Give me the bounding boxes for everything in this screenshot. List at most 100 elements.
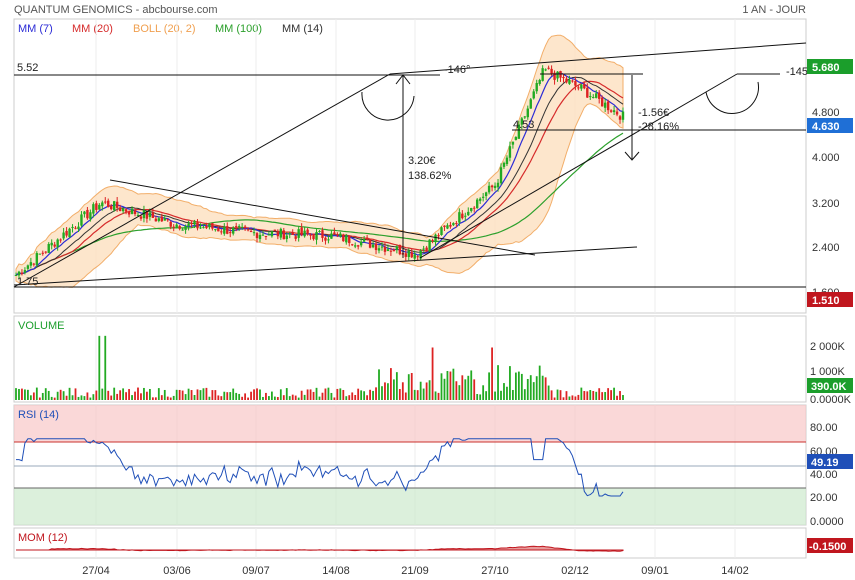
volume-bar bbox=[595, 391, 598, 400]
volume-bar bbox=[235, 392, 238, 400]
volume-bar bbox=[27, 389, 29, 400]
candle bbox=[467, 211, 470, 216]
volume-bar bbox=[220, 396, 223, 400]
volume-bar bbox=[202, 388, 205, 400]
candle bbox=[535, 83, 538, 92]
candle bbox=[446, 225, 449, 229]
candle bbox=[205, 226, 208, 229]
x-tick: 27/04 bbox=[82, 565, 110, 577]
candle bbox=[511, 141, 515, 145]
volume-bar bbox=[157, 388, 160, 400]
volume-bar bbox=[482, 385, 485, 400]
volume-bar bbox=[15, 388, 17, 400]
candle bbox=[80, 214, 83, 226]
volume-bar bbox=[345, 396, 348, 400]
rsi-last-box bbox=[807, 454, 853, 469]
volume-bar bbox=[458, 385, 461, 400]
volume-bar bbox=[83, 396, 86, 400]
candle bbox=[547, 67, 550, 69]
candle bbox=[130, 208, 134, 214]
volume-bar bbox=[336, 388, 339, 400]
volume-bar bbox=[497, 365, 499, 400]
candle bbox=[377, 248, 381, 251]
candle bbox=[315, 231, 318, 240]
candle bbox=[240, 226, 244, 228]
volume-bar bbox=[262, 396, 264, 400]
candle bbox=[62, 232, 65, 239]
resistance-line bbox=[389, 42, 807, 75]
candle bbox=[202, 227, 205, 229]
volume-bar bbox=[398, 389, 401, 400]
volume-bar bbox=[300, 390, 303, 400]
candle bbox=[407, 250, 410, 258]
volume-bar bbox=[601, 392, 604, 400]
volume-bar bbox=[485, 391, 488, 400]
candle bbox=[20, 272, 24, 274]
volume-bar bbox=[330, 392, 333, 400]
candle bbox=[121, 208, 125, 212]
candle bbox=[550, 68, 553, 75]
volume-bar bbox=[354, 394, 357, 400]
volume-bar bbox=[294, 395, 297, 400]
candle bbox=[553, 72, 556, 80]
trend-up-right bbox=[419, 73, 738, 259]
candle bbox=[383, 246, 387, 252]
candle bbox=[172, 226, 175, 228]
volume-bar bbox=[211, 390, 214, 400]
legend-mm14: MM (14) bbox=[282, 23, 323, 35]
loss-amount-label: -1.56€ bbox=[638, 107, 669, 119]
volume-bar bbox=[128, 389, 130, 400]
volume-bar bbox=[265, 392, 267, 400]
candle bbox=[449, 224, 452, 227]
candle bbox=[603, 102, 607, 108]
candle bbox=[181, 229, 184, 231]
support-line bbox=[13, 246, 638, 286]
rsi-line bbox=[16, 438, 624, 497]
legend-mm20: MM (20) bbox=[72, 23, 113, 35]
volume-bar bbox=[154, 397, 157, 400]
candle bbox=[392, 249, 396, 252]
candle bbox=[318, 230, 321, 232]
volume-bar bbox=[41, 392, 44, 400]
candle bbox=[621, 111, 625, 120]
volume-bar bbox=[214, 390, 217, 400]
volume-bar bbox=[256, 388, 258, 400]
volume-bar bbox=[47, 390, 50, 400]
x-tick: 27/10 bbox=[481, 565, 509, 577]
volume-bar bbox=[360, 390, 363, 400]
candle bbox=[592, 97, 595, 99]
ma100-line bbox=[15, 132, 624, 276]
candle bbox=[285, 235, 288, 240]
x-tick: 09/07 bbox=[242, 565, 270, 577]
candle bbox=[348, 235, 351, 244]
candle bbox=[258, 234, 262, 239]
volume-bar bbox=[404, 392, 407, 400]
candle bbox=[538, 80, 541, 84]
candle bbox=[330, 233, 333, 239]
volume-bar bbox=[407, 374, 410, 400]
candle bbox=[199, 227, 202, 229]
volume-bar bbox=[71, 395, 74, 400]
candle bbox=[261, 234, 265, 236]
volume-bar bbox=[500, 390, 502, 400]
price-panel bbox=[13, 18, 807, 314]
volume-bar bbox=[24, 389, 26, 400]
candle bbox=[505, 157, 509, 165]
rsi-oversold-zone bbox=[14, 488, 806, 525]
candle bbox=[65, 230, 68, 236]
candle bbox=[541, 68, 544, 81]
candle bbox=[333, 232, 336, 235]
candle bbox=[386, 249, 390, 252]
volume-bar bbox=[455, 381, 458, 400]
angle-right-label: -145 bbox=[786, 66, 808, 78]
volume-bar bbox=[452, 368, 455, 400]
volume-bar bbox=[21, 388, 23, 400]
volume-bar bbox=[476, 394, 479, 400]
candle bbox=[312, 233, 315, 240]
volume-bar bbox=[169, 397, 172, 400]
candle bbox=[303, 230, 306, 237]
mom-last-box bbox=[807, 538, 853, 553]
volume-bar bbox=[559, 390, 562, 400]
candle bbox=[145, 211, 149, 219]
volume-bar bbox=[395, 372, 398, 400]
